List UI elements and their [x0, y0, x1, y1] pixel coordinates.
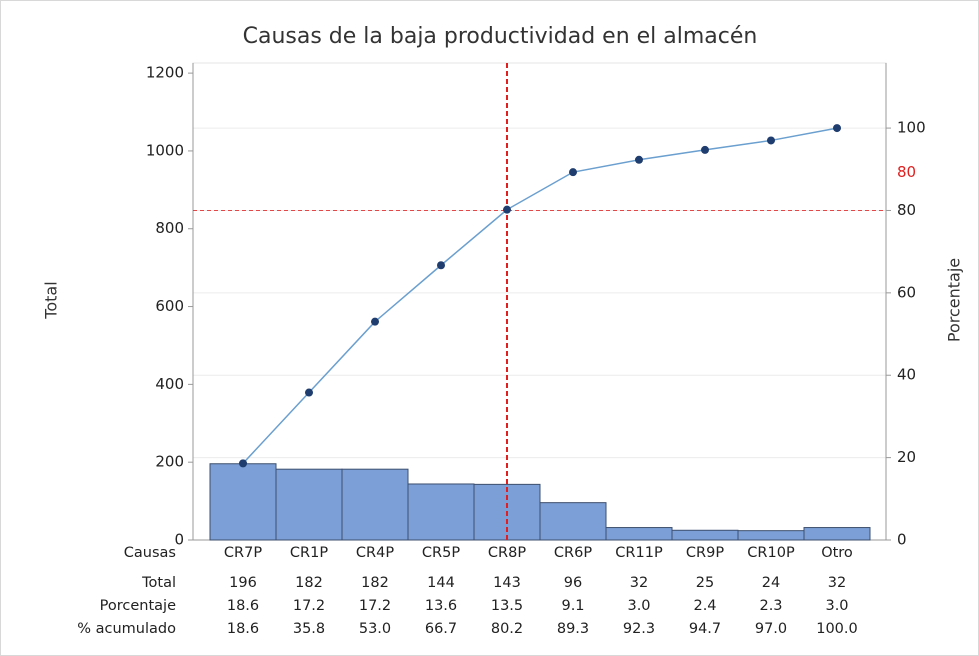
table-percent: 9.1 — [561, 598, 584, 614]
row-header: Total — [141, 575, 176, 591]
y2-tick-label: 80 — [897, 201, 916, 219]
x-tick-label: CR9P — [686, 545, 724, 561]
chart-title: Causas de la baja productividad en el al… — [243, 24, 758, 49]
y-tick-label: 0 — [174, 531, 184, 549]
y2-tick-label: 20 — [897, 448, 916, 466]
table-total: 96 — [564, 575, 582, 591]
cumulative-point — [371, 317, 379, 326]
table-total: 182 — [295, 575, 323, 591]
y-tick-label: 600 — [155, 297, 184, 315]
threshold-label: 80 — [897, 163, 916, 181]
table-total: 196 — [229, 575, 257, 591]
table-cumulative: 89.3 — [557, 621, 589, 637]
table-percent: 3.0 — [825, 598, 848, 614]
cumulative-point — [569, 168, 577, 177]
y-tick-label: 400 — [155, 375, 184, 393]
y-tick-label: 200 — [155, 453, 184, 471]
cumulative-point — [437, 261, 445, 270]
bar — [605, 527, 673, 541]
table-total: 32 — [828, 575, 846, 591]
table-percent: 2.3 — [759, 598, 782, 614]
cumulative-point — [503, 205, 511, 214]
y2-axis-label: Porcentaje — [945, 258, 964, 342]
y-tick-label: 1000 — [146, 141, 184, 159]
bar — [341, 468, 409, 541]
table-percent: 13.5 — [491, 598, 523, 614]
cumulative-point — [635, 155, 643, 164]
bar — [209, 463, 277, 541]
x-tick-label: CR8P — [488, 545, 526, 561]
x-tick-label: CR1P — [290, 545, 328, 561]
cumulative-point — [701, 145, 709, 154]
table-total: 143 — [493, 575, 521, 591]
x-tick-label: CR5P — [422, 545, 460, 561]
row-header: Porcentaje — [100, 598, 176, 614]
x-tick-label: CR10P — [747, 545, 795, 561]
cumulative-point — [305, 388, 313, 397]
bar — [275, 468, 343, 541]
cumulative-point — [833, 124, 841, 133]
cumulative-line — [242, 127, 838, 464]
table-cumulative: 92.3 — [623, 621, 655, 637]
y2-tick-label: 100 — [897, 119, 926, 137]
table-percent: 17.2 — [293, 598, 325, 614]
x-tick-label: CR7P — [224, 545, 262, 561]
x-tick-label: Otro — [821, 545, 853, 561]
bar — [407, 483, 475, 541]
table-percent: 18.6 — [227, 598, 259, 614]
table-total: 182 — [361, 575, 389, 591]
bar — [671, 529, 739, 541]
cumulative-point — [767, 136, 775, 145]
table-total: 32 — [630, 575, 648, 591]
table-percent: 17.2 — [359, 598, 391, 614]
bar — [803, 527, 871, 541]
table-cumulative: 35.8 — [293, 621, 325, 637]
table-cumulative: 53.0 — [359, 621, 391, 637]
y2-tick-label: 60 — [897, 283, 916, 301]
table-total: 144 — [427, 575, 455, 591]
row-header: Causas — [124, 545, 176, 561]
table-total: 24 — [762, 575, 780, 591]
y-axis-label: Total — [42, 281, 61, 319]
table-cumulative: 100.0 — [816, 621, 858, 637]
bar — [737, 530, 805, 541]
cumulative-point — [239, 459, 247, 468]
table-cumulative: 80.2 — [491, 621, 523, 637]
row-header: % acumulado — [77, 621, 176, 637]
y-tick-label: 1200 — [146, 64, 184, 82]
x-tick-label: CR4P — [356, 545, 394, 561]
table-cumulative: 94.7 — [689, 621, 721, 637]
table-percent: 13.6 — [425, 598, 457, 614]
y-tick-label: 800 — [155, 219, 184, 237]
table-cumulative: 97.0 — [755, 621, 787, 637]
table-percent: 3.0 — [627, 598, 650, 614]
x-tick-label: CR11P — [615, 545, 663, 561]
x-tick-label: CR6P — [554, 545, 592, 561]
table-cumulative: 18.6 — [227, 621, 259, 637]
table-percent: 2.4 — [693, 598, 716, 614]
table-cumulative: 66.7 — [425, 621, 457, 637]
table-total: 25 — [696, 575, 714, 591]
y2-tick-label: 40 — [897, 366, 916, 384]
y2-tick-label: 0 — [897, 531, 907, 549]
bar — [539, 502, 607, 541]
